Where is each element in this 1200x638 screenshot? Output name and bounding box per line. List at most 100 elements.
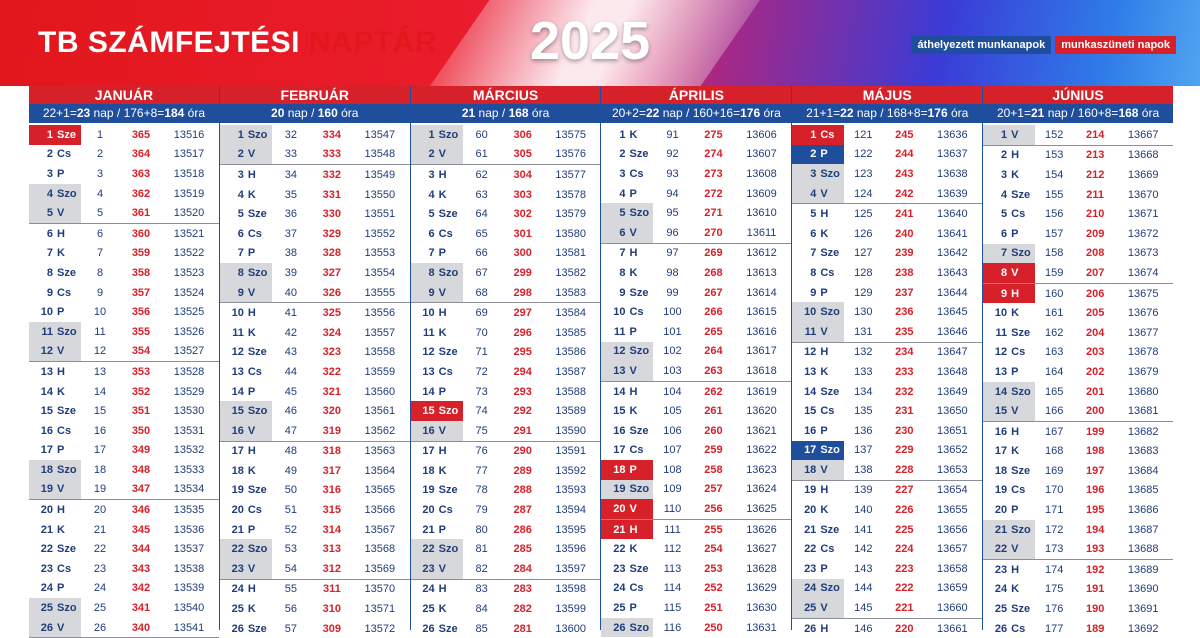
serial-day: 13622 [746, 444, 777, 457]
days-remaining: 305 [513, 148, 532, 161]
day-of-year: 71 [475, 346, 488, 359]
calendar-row: 21 P 52 314 13567 [220, 520, 410, 540]
serial-day: 13618 [746, 364, 777, 377]
day-of-year: 167 [1044, 425, 1064, 438]
serial-day: 13683 [1127, 445, 1159, 458]
calendar-row: 7 K 7 359 13522 [29, 244, 219, 264]
day-number: 9 [428, 286, 435, 299]
day-of-year: 116 [663, 621, 682, 634]
serial-day: 13607 [746, 148, 777, 161]
serial-day: 13537 [173, 543, 205, 556]
day-number: 2 [237, 148, 244, 161]
days-remaining: 327 [322, 266, 341, 279]
days-remaining: 255 [704, 523, 723, 536]
weekday: Szo [820, 167, 840, 180]
day-cell: 1 Szo [410, 125, 463, 145]
days-remaining: 294 [513, 365, 532, 378]
day-number: 20 [994, 504, 1008, 517]
calendar-row: 22 Szo 53 313 13568 [219, 539, 410, 560]
day-number: 22 [231, 543, 244, 556]
calendar-row: 11 V 131 235 13646 [792, 321, 983, 343]
weekday: Cs [57, 148, 72, 161]
days-remaining: 282 [513, 603, 532, 616]
calendar-row: 5 H 125 241 13640 [792, 204, 982, 224]
serial-day: 13519 [173, 187, 205, 200]
serial-day: 13643 [937, 266, 968, 279]
days-remaining: 268 [704, 266, 723, 279]
day-of-year: 80 [475, 523, 488, 536]
calendar-row: 24 Cs 114 252 13629 [601, 579, 791, 599]
weekday: P [820, 148, 828, 161]
calendar-row: 18 P 108 258 13623 [601, 460, 791, 480]
day-number: 13 [994, 365, 1008, 378]
days-remaining: 213 [1085, 149, 1105, 162]
calendar-row: 24 Szo 144 222 13659 [792, 578, 982, 599]
serial-day: 13551 [364, 208, 396, 221]
calendar-row: 2 H 153 213 13668 [983, 146, 1173, 166]
serial-day: 13567 [364, 523, 396, 536]
days-remaining: 299 [513, 266, 532, 279]
days-remaining: 220 [895, 622, 914, 635]
day-cell: 16 V [410, 420, 463, 441]
day-number: 4 [619, 187, 626, 200]
day-number: 6 [428, 227, 435, 240]
day-of-year: 70 [475, 326, 488, 339]
day-cell: 17 H [220, 442, 272, 462]
days-remaining: 358 [131, 266, 151, 279]
serial-day: 13531 [173, 424, 205, 437]
days-remaining: 284 [513, 562, 532, 575]
serial-day: 13527 [173, 345, 205, 358]
calendar-row: 16 V 47 319 13562 [219, 420, 410, 442]
days-remaining: 303 [513, 188, 532, 201]
day-of-year: 107 [663, 444, 682, 457]
serial-day: 13550 [364, 188, 396, 201]
day-number: 23 [231, 562, 244, 575]
serial-day: 13540 [173, 602, 205, 615]
day-number: 3 [237, 168, 244, 181]
calendar-row: 12 Cs 163 203 13678 [983, 343, 1173, 363]
day-cell: 12 V [29, 341, 81, 362]
calendar-row: 9 V 40 326 13555 [219, 282, 410, 304]
serial-day: 13670 [1127, 188, 1159, 201]
day-of-year: 158 [1044, 247, 1064, 260]
day-number: 1 [428, 128, 435, 141]
month-name: JANUÁR [29, 86, 219, 104]
day-cell: 8 Szo [410, 263, 463, 283]
legend: áthelyezett munkanapok munkaszüneti napo… [911, 36, 1176, 54]
day-of-year: 63 [475, 188, 488, 201]
serial-day: 13594 [555, 504, 586, 517]
serial-day: 13564 [364, 464, 396, 477]
days-remaining: 287 [513, 504, 532, 517]
serial-day: 13568 [364, 543, 396, 556]
day-number: 9 [46, 286, 53, 299]
day-number: 2 [810, 148, 817, 161]
weekday: H [820, 346, 829, 359]
day-cell: 1 Cs [792, 125, 845, 145]
serial-day: 13516 [173, 128, 205, 141]
day-cell: 11 Sze [983, 323, 1035, 343]
day-number: 3 [810, 167, 817, 180]
weekday: Szo [629, 207, 650, 220]
weekday: K [438, 603, 447, 616]
calendar-row: 19 V 19 347 13534 [29, 479, 219, 501]
days-remaining: 334 [322, 128, 341, 141]
calendar-row: 2 Cs 2 364 13517 [29, 145, 219, 165]
days-remaining: 254 [704, 543, 723, 556]
serial-day: 13648 [937, 365, 968, 378]
calendar-row: 10 Szo 130 236 13645 [792, 302, 982, 322]
calendar-row: 15 Szo 74 292 13589 [410, 401, 601, 421]
days-remaining: 245 [895, 128, 914, 141]
days-remaining: 226 [895, 504, 914, 517]
month-column-1: JANUÁR 22+1=23 nap / 176+8=184 óra 1 Sze 1 36… [29, 86, 219, 638]
weekday: Cs [247, 504, 262, 517]
day-cell: 11 P [601, 322, 653, 342]
month-column-5: MÁJUS 21+1=22 nap / 168+8=176 óra 1 Cs 121 24… [791, 86, 983, 635]
serial-day: 13612 [746, 247, 777, 260]
serial-day: 13577 [555, 168, 586, 181]
days-remaining: 242 [895, 187, 914, 200]
weekday: K [820, 504, 829, 517]
weekday: Cs [820, 405, 835, 418]
